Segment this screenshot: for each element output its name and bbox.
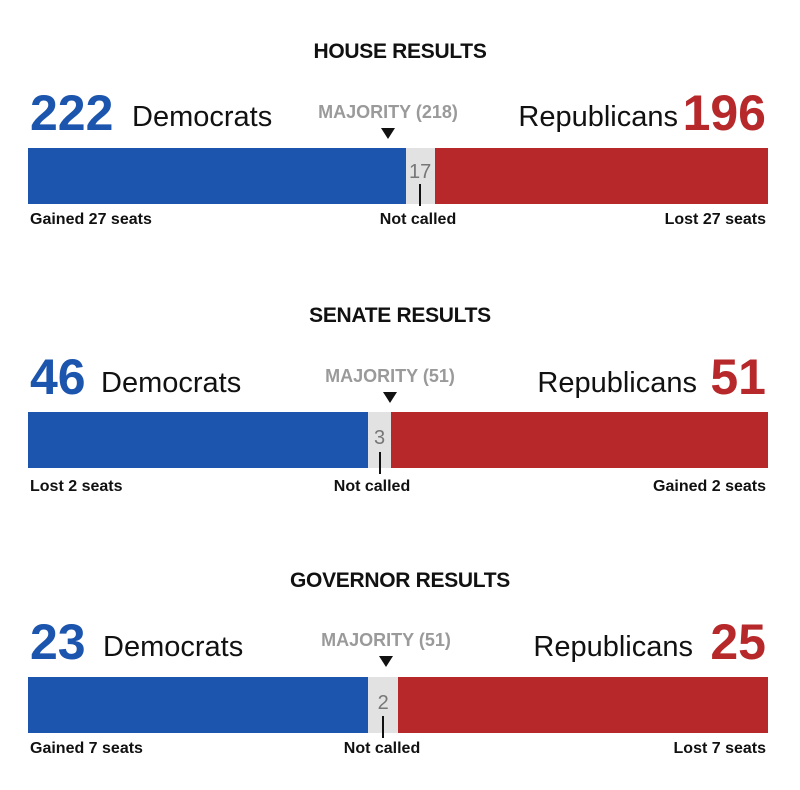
seat-bar (28, 677, 768, 733)
not-called-label: Not called (333, 478, 411, 495)
not-called-count: 17 (408, 161, 432, 183)
rep-label: Republicans (518, 101, 678, 133)
majority-marker-icon (381, 128, 395, 139)
majority-marker-icon (379, 656, 393, 667)
not-called-bar-segment (368, 412, 391, 468)
dem-count: 46 (30, 349, 86, 405)
dem-bar-segment (28, 148, 406, 204)
chart-title: HOUSE RESULTS (313, 40, 487, 63)
rep-change: Lost 27 seats (664, 211, 766, 228)
rep-bar-segment (398, 677, 768, 733)
not-called-count: 2 (377, 692, 389, 714)
dem-change: Lost 2 seats (30, 478, 123, 495)
rep-count: 196 (682, 85, 766, 141)
dem-count: 222 (30, 85, 114, 141)
not-called-label: Not called (379, 211, 457, 228)
dem-change: Gained 7 seats (30, 740, 143, 757)
rep-bar-segment (434, 148, 768, 204)
rep-label: Republicans (533, 631, 693, 663)
not-called-tick (382, 716, 385, 738)
majority-label: MAJORITY (51) (325, 366, 455, 386)
majority-label: MAJORITY (218) (318, 102, 458, 122)
not-called-tick (419, 184, 422, 206)
not-called-tick (378, 452, 381, 474)
rep-label: Republicans (537, 367, 697, 399)
majority-marker-icon (383, 392, 397, 403)
seat-bar (28, 412, 768, 468)
dem-label: Democrats (103, 631, 244, 663)
dem-change: Gained 27 seats (30, 211, 152, 228)
dem-count: 23 (30, 614, 86, 670)
rep-count: 51 (710, 349, 766, 405)
rep-change: Gained 2 seats (653, 478, 766, 495)
rep-bar-segment (390, 412, 768, 468)
seat-bar (28, 148, 768, 204)
rep-change: Lost 7 seats (673, 740, 766, 757)
chart-title: SENATE RESULTS (309, 304, 491, 327)
dem-bar-segment (28, 677, 369, 733)
dem-bar-segment (28, 412, 369, 468)
rep-count: 25 (710, 614, 766, 670)
not-called-count: 3 (373, 427, 386, 449)
majority-label: MAJORITY (51) (321, 630, 451, 650)
not-called-label: Not called (343, 740, 421, 757)
chart-title: GOVERNOR RESULTS (290, 569, 510, 592)
dem-label: Democrats (101, 367, 242, 399)
dem-label: Democrats (132, 101, 273, 133)
